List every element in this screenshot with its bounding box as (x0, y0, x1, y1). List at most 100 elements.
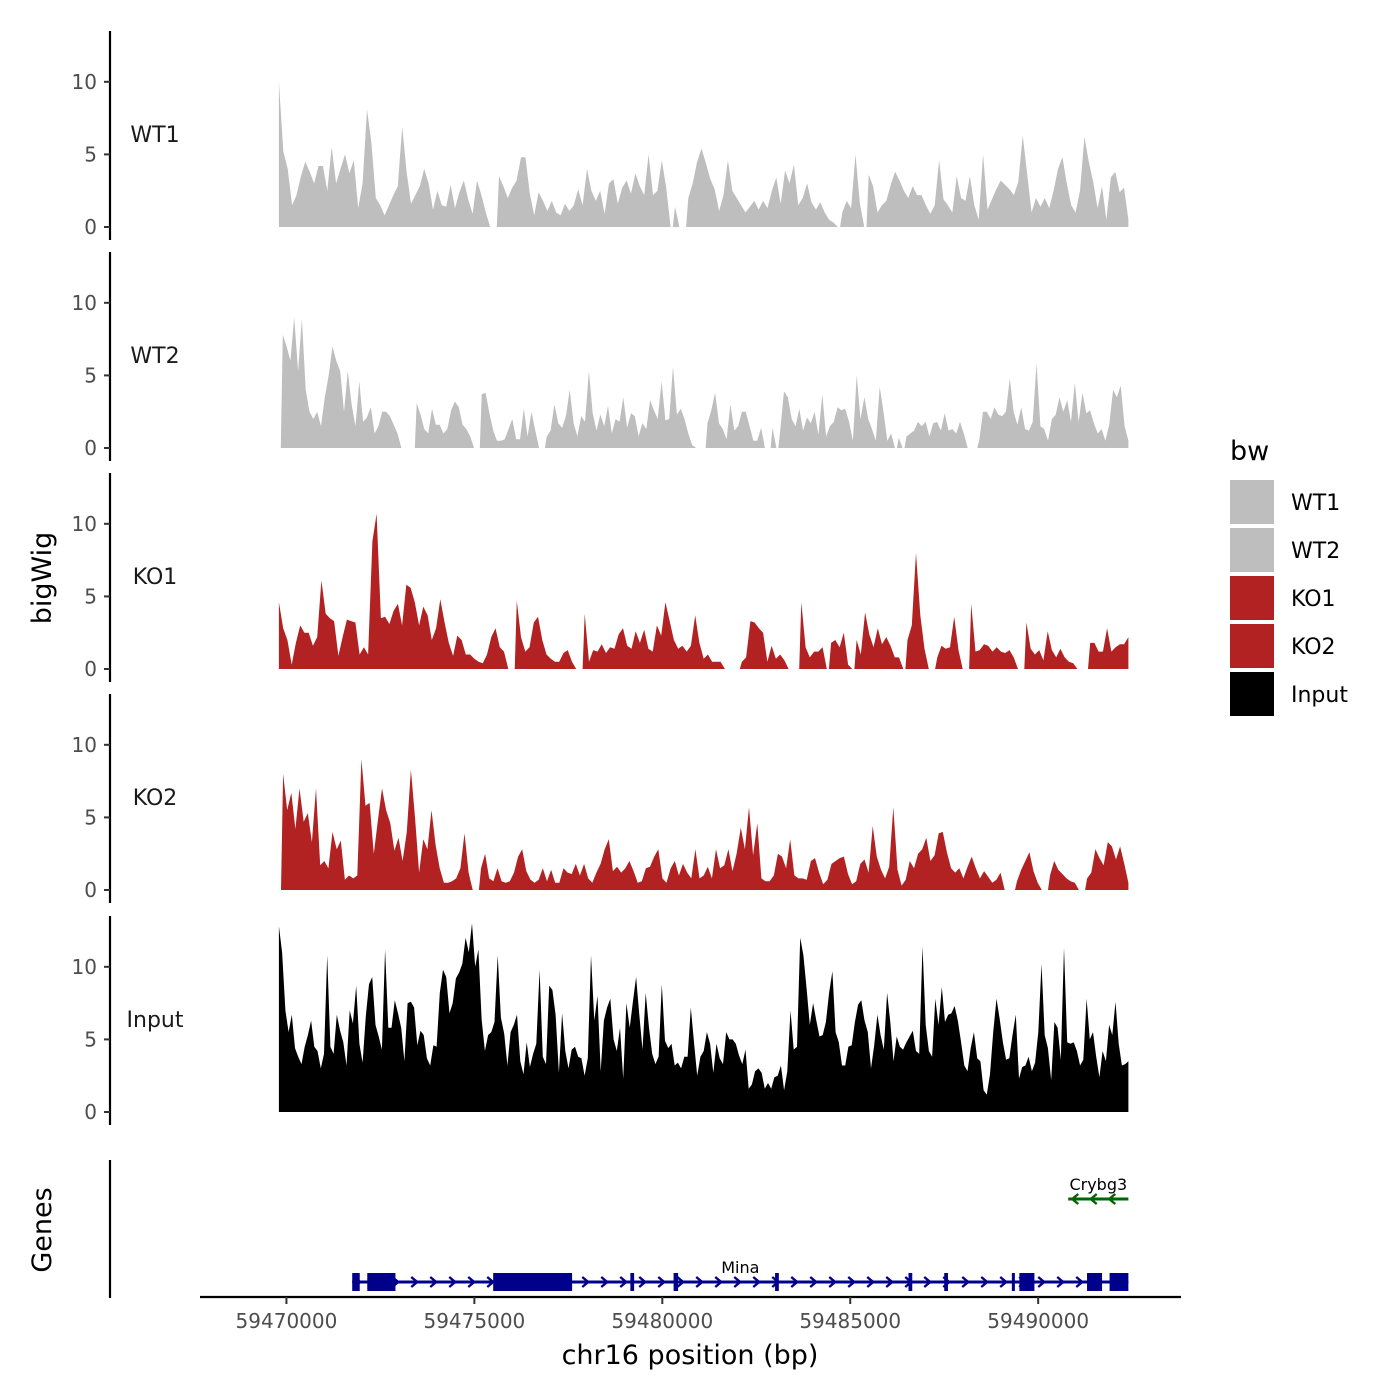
y-tick-label: 0 (84, 657, 97, 681)
track-label: WT1 (130, 123, 179, 148)
y-tick-label: 10 (72, 291, 97, 315)
legend-swatch (1230, 624, 1274, 668)
coverage-area (544, 366, 696, 448)
coverage-area (278, 513, 509, 669)
track-ko1: 0 5 10 KO1 (72, 473, 1129, 682)
legend-swatch (1230, 528, 1274, 572)
track-input: 0 5 10 Input (72, 916, 1129, 1125)
coverage-area (582, 602, 725, 669)
legend-swatch (1230, 576, 1274, 620)
exon-block (775, 1273, 779, 1291)
coverage-area (935, 616, 963, 669)
legend-label: Input (1291, 683, 1348, 708)
coverage-area (905, 552, 929, 669)
legend-item-ko2: KO2 (1230, 624, 1336, 668)
strand-arrow (999, 1276, 1009, 1288)
exon-block (944, 1273, 948, 1291)
coverage-area (1088, 628, 1129, 669)
coverage-area (969, 603, 1018, 669)
strand-arrow (923, 1276, 933, 1288)
strand-arrow (429, 1276, 439, 1288)
track-wt2: 0 5 10 WT2 (72, 252, 1129, 461)
x-tick-label: 59475000 (423, 1309, 525, 1333)
genes-axis-title: Genes (27, 1187, 58, 1272)
strand-arrow (1070, 1193, 1080, 1205)
legend-swatch (1230, 672, 1274, 716)
y-axis-title: bigWig (27, 532, 58, 625)
strand-arrow (448, 1276, 458, 1288)
coverage-area (854, 612, 904, 669)
y-tick-label: 5 (84, 142, 97, 166)
exon-block (352, 1273, 360, 1291)
y-tick-label: 5 (84, 1027, 97, 1051)
strand-arrow (676, 1276, 686, 1288)
coverage-area (1024, 622, 1078, 669)
strand-arrow (619, 1276, 629, 1288)
coverage-area (828, 632, 853, 669)
strand-arrow (1075, 1276, 1085, 1288)
coverage-area (1048, 861, 1079, 890)
track-label: WT2 (130, 344, 179, 369)
coverage-tracks: 0 5 10 WT1 0 5 10 WT2 0 5 10 KO1 0 5 10 KO2 0 5 10 Input (72, 31, 1129, 1125)
coverage-area (672, 206, 680, 227)
legend-item-ko1: KO1 (1230, 576, 1336, 620)
x-tick-label: 59490000 (987, 1309, 1089, 1333)
coverage-area (280, 317, 402, 448)
y-tick-label: 5 (84, 584, 97, 608)
track-ko2: 0 5 10 KO2 (72, 694, 1129, 903)
legend-item-wt1: WT1 (1230, 480, 1340, 524)
strand-arrow (1037, 1276, 1047, 1288)
exon-block (1087, 1273, 1103, 1291)
gene-crybg3: Crybg3 (1068, 1175, 1129, 1205)
exon-block (630, 1273, 635, 1291)
x-tick-label: 59470000 (236, 1309, 338, 1333)
legend: bw WT1 WT2 KO1 KO2 Input (1230, 436, 1348, 716)
coverage-area (479, 392, 540, 448)
coverage-area (478, 807, 1005, 890)
strand-arrow (1107, 1193, 1117, 1205)
exon-block (673, 1273, 679, 1291)
coverage-area (414, 401, 475, 448)
coverage-area (770, 427, 777, 448)
strand-arrow (733, 1276, 743, 1288)
strand-arrow (790, 1276, 800, 1288)
strand-arrow (600, 1276, 610, 1288)
coverage-area (739, 621, 789, 669)
strand-arrow (638, 1276, 648, 1288)
y-tick-label: 10 (72, 955, 97, 979)
coverage-area (514, 600, 577, 669)
coverage-area (778, 375, 895, 448)
strand-arrow (961, 1276, 971, 1288)
coverage-area (840, 154, 865, 227)
legend-label: WT2 (1291, 539, 1340, 564)
strand-arrow (1088, 1193, 1098, 1205)
legend-swatch (1230, 480, 1274, 524)
coverage-area (686, 148, 838, 227)
strand-arrow (847, 1276, 857, 1288)
exon-block (1109, 1273, 1129, 1291)
exon-block (367, 1273, 396, 1291)
gene-mina: Mina (352, 1258, 1129, 1291)
coverage-area (896, 437, 903, 448)
y-tick-label: 0 (84, 436, 97, 460)
legend-title: bw (1230, 436, 1269, 467)
gene-annotation-panel: Mina Crybg3 (108, 1160, 1129, 1298)
x-axis: 59470000 59475000 59480000 59485000 59490000 (200, 1295, 1181, 1333)
coverage-area (705, 392, 765, 448)
y-tick-label: 10 (72, 70, 97, 94)
y-tick-label: 10 (72, 733, 97, 757)
legend-item-wt2: WT2 (1230, 528, 1340, 572)
coverage-area (799, 602, 827, 669)
track-label: KO2 (133, 786, 178, 811)
strand-arrow (714, 1276, 724, 1288)
track-label: KO1 (133, 565, 178, 590)
coverage-area (496, 154, 671, 227)
x-tick-label: 59480000 (611, 1309, 713, 1333)
y-tick-label: 0 (84, 878, 97, 902)
coverage-area (866, 135, 1129, 227)
track-wt1: 0 5 10 WT1 (72, 31, 1129, 240)
strand-arrow (980, 1276, 990, 1288)
gene-label: Crybg3 (1069, 1175, 1127, 1194)
y-tick-label: 5 (84, 363, 97, 387)
